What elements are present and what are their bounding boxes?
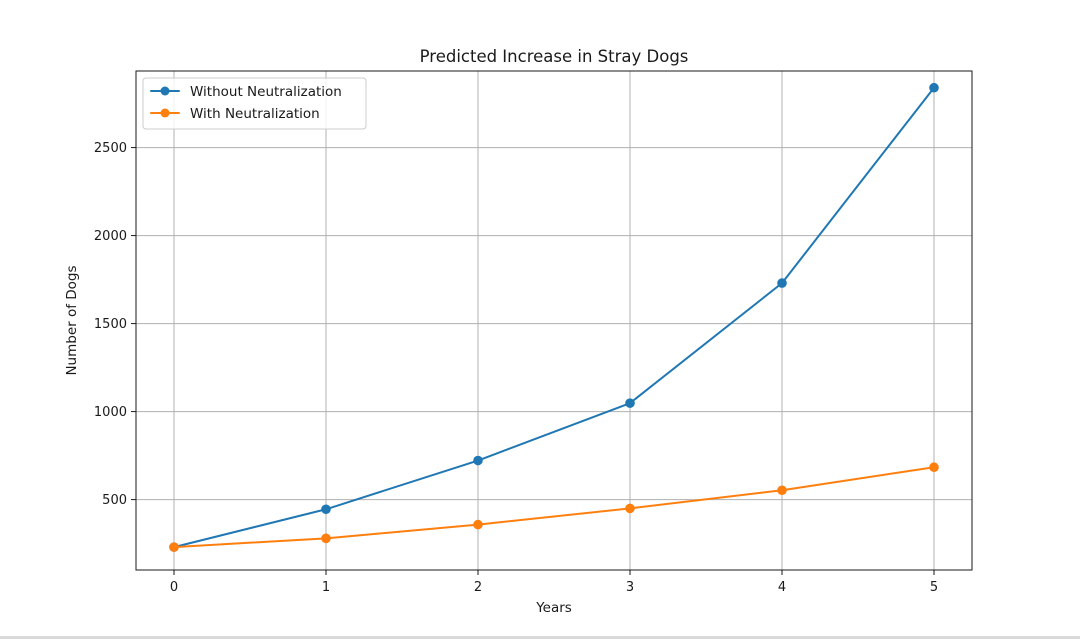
data-point-with-neutralization bbox=[777, 485, 787, 496]
x-tick-label: 1 bbox=[322, 580, 330, 595]
grid-lines bbox=[136, 71, 972, 570]
legend-label-with-neutralization: With Neutralization bbox=[190, 106, 320, 122]
legend-label-without-neutralization: Without Neutralization bbox=[190, 84, 342, 100]
y-tick-label: 2500 bbox=[94, 141, 127, 156]
x-tick-label: 2 bbox=[474, 580, 482, 595]
y-tick-label: 1500 bbox=[94, 317, 127, 332]
data-point-without-neutralization bbox=[777, 278, 787, 288]
legend-box bbox=[142, 77, 367, 130]
data-point-with-neutralization bbox=[929, 462, 939, 473]
data-point-with-neutralization bbox=[625, 503, 635, 514]
x-tick-label: 0 bbox=[170, 580, 178, 595]
data-point-with-neutralization bbox=[321, 533, 331, 544]
axis-ticks: 0 1 2 3 4 5 500 1000 1500 2000 2500 bbox=[94, 141, 938, 595]
x-axis-label: Years bbox=[535, 600, 572, 616]
data-point-without-neutralization bbox=[321, 504, 331, 515]
legend-marker-without-neutralization bbox=[160, 86, 170, 96]
data-point-without-neutralization bbox=[929, 82, 939, 93]
y-tick-label: 2000 bbox=[94, 229, 127, 244]
series-line-with-neutralization bbox=[173, 466, 935, 549]
legend-marker-with-neutralization bbox=[160, 108, 170, 118]
data-point-with-neutralization bbox=[169, 542, 179, 552]
y-tick-label: 1000 bbox=[94, 405, 127, 420]
legend-entry-without-neutralization: Without Neutralization bbox=[150, 84, 342, 100]
y-axis-label: Number of Dogs bbox=[64, 265, 80, 375]
data-point-without-neutralization bbox=[625, 398, 635, 408]
data-point-with-neutralization bbox=[473, 519, 483, 530]
chart-title: Predicted Increase in Stray Dogs bbox=[420, 47, 689, 66]
x-tick-label: 4 bbox=[778, 580, 786, 595]
y-tick-label: 500 bbox=[102, 493, 127, 508]
x-tick-label: 3 bbox=[626, 580, 634, 595]
legend: Without Neutralization With Neutralizati… bbox=[142, 77, 367, 130]
series-layer bbox=[169, 82, 939, 552]
data-point-without-neutralization bbox=[473, 455, 483, 466]
plot-frame bbox=[135, 70, 973, 571]
x-tick-label: 5 bbox=[930, 580, 938, 595]
window-bottom-divider bbox=[0, 636, 1080, 639]
series-line-without-neutralization bbox=[173, 86, 935, 549]
legend-entry-with-neutralization: With Neutralization bbox=[150, 106, 320, 122]
